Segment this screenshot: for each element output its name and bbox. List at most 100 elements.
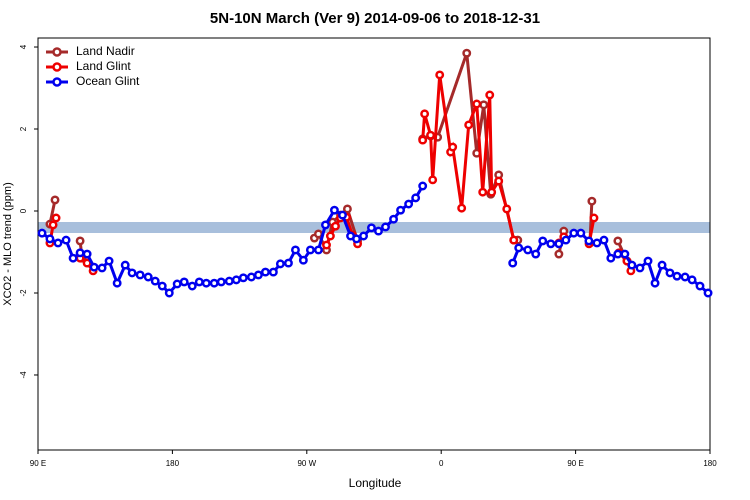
point [352, 234, 361, 244]
point [435, 70, 445, 80]
point [48, 220, 58, 230]
point [246, 272, 256, 282]
point [508, 258, 518, 268]
point [172, 279, 182, 289]
point [650, 278, 660, 288]
point [135, 270, 145, 280]
legend-marker [52, 47, 62, 57]
x-tick-label: 90 E [30, 459, 46, 468]
point [150, 276, 160, 286]
point [120, 260, 130, 270]
plot-frame [37, 37, 711, 451]
y-tick-label: 4 [19, 44, 28, 49]
point [426, 130, 436, 140]
point [75, 248, 85, 258]
point [487, 187, 497, 197]
point [680, 272, 690, 282]
point [187, 281, 197, 291]
point [657, 260, 667, 270]
point [464, 120, 474, 130]
point [50, 195, 60, 205]
legend-label: Land Glint [76, 59, 131, 73]
point [298, 255, 308, 265]
point [613, 249, 623, 259]
point [157, 281, 167, 291]
x-tick-label: 180 [703, 459, 717, 468]
y-tick-label: -4 [19, 371, 28, 379]
point [143, 272, 153, 282]
point [554, 249, 564, 259]
point [703, 288, 713, 298]
point [546, 239, 556, 249]
point [112, 278, 122, 288]
point [322, 240, 331, 250]
point [584, 236, 594, 246]
point [238, 273, 248, 283]
x-tick-label: 90 E [567, 459, 583, 468]
point [502, 204, 512, 214]
point [554, 239, 564, 249]
point [374, 226, 383, 236]
point [275, 259, 285, 269]
point [695, 281, 705, 291]
point [428, 175, 438, 185]
point [687, 275, 697, 285]
x-tick-label: 180 [166, 459, 180, 468]
point [587, 196, 597, 206]
point [404, 199, 414, 209]
point [97, 263, 107, 273]
point [313, 229, 323, 239]
point [75, 236, 85, 246]
legend-marker [52, 77, 62, 87]
point [589, 213, 599, 223]
point [224, 276, 234, 286]
point [268, 267, 278, 277]
point [127, 268, 137, 278]
point [569, 228, 579, 238]
point [164, 288, 174, 298]
y-tick-label: -2 [19, 289, 28, 297]
point [260, 267, 270, 277]
point [613, 236, 623, 246]
point [672, 271, 682, 281]
point [305, 245, 315, 255]
point [209, 278, 219, 288]
point [418, 181, 428, 191]
point [53, 238, 63, 248]
y-tick-label: 2 [19, 126, 28, 131]
legend-marker [52, 62, 62, 72]
point [494, 176, 504, 186]
point [253, 270, 263, 280]
point [627, 260, 637, 270]
point [509, 235, 519, 245]
point [61, 235, 71, 245]
point [485, 90, 495, 100]
point [51, 213, 61, 223]
point [620, 249, 630, 259]
point [381, 222, 390, 232]
point [635, 263, 645, 273]
legend-label: Land Nadir [76, 44, 135, 58]
point [331, 221, 340, 231]
point [514, 243, 524, 253]
point [283, 258, 293, 268]
point [643, 256, 653, 266]
point [313, 245, 323, 255]
point [45, 234, 55, 244]
point [599, 235, 609, 245]
point [576, 228, 586, 238]
point [396, 205, 406, 215]
point [338, 210, 347, 220]
y-tick-label: 0 [19, 208, 28, 213]
point [194, 277, 204, 287]
y-axis-label: XCO2 - MLO trend (ppm) [2, 182, 14, 305]
point [231, 275, 241, 285]
point [665, 268, 675, 278]
point [472, 99, 482, 109]
point [389, 214, 399, 224]
point [462, 48, 472, 58]
point [342, 204, 352, 214]
x-axis-label: Longitude [349, 476, 402, 490]
point [457, 203, 467, 213]
